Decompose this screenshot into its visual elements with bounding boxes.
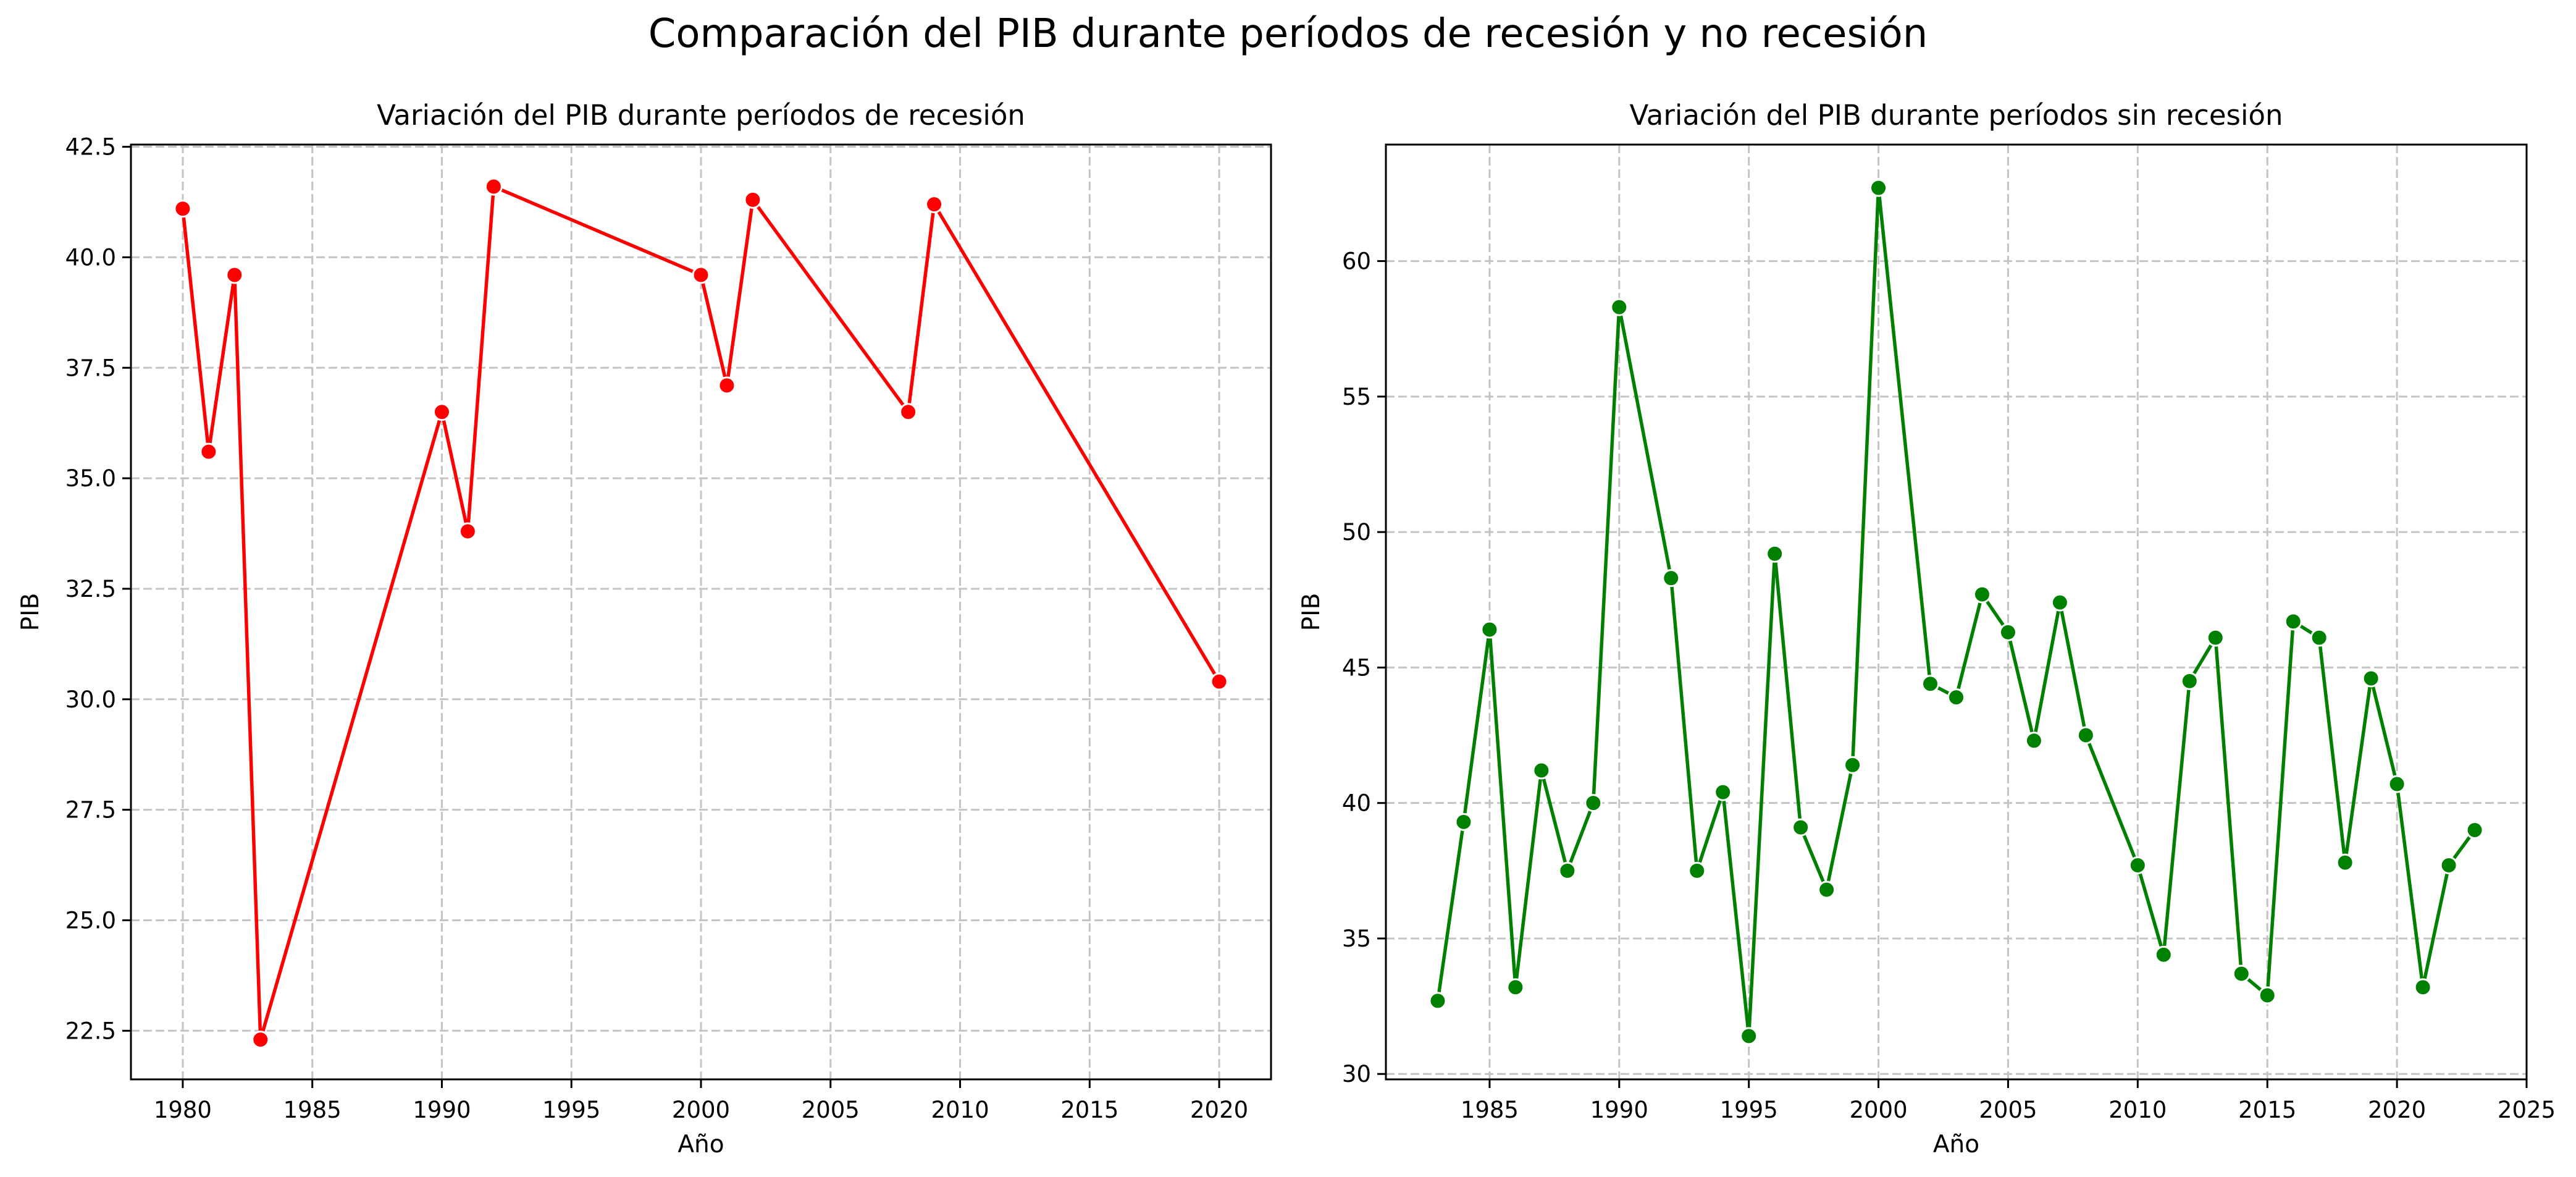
data-point	[225, 266, 244, 284]
data-point	[2465, 821, 2484, 840]
recession-chart: 1980 1985 1990 1995 2000 2005 2010 2015 2020 22.5…	[17, 99, 1272, 1158]
y-tick-label: 50	[1342, 519, 1371, 546]
data-point	[199, 442, 218, 461]
data-point	[744, 190, 762, 209]
y-tick-label: 45	[1342, 654, 1371, 681]
data-point	[1429, 992, 1447, 1010]
figure-title: Comparación del PIB durante períodos de …	[648, 11, 1928, 57]
y-tick-label: 35	[1342, 926, 1371, 952]
y-tick-label: 30	[1342, 1061, 1371, 1087]
x-tick-label: 1985	[1461, 1097, 1519, 1123]
x-tick-label: 2020	[1190, 1097, 1248, 1123]
data-point	[174, 200, 192, 218]
data-point	[2050, 593, 2069, 612]
x-tick-label: 2025	[2498, 1097, 2556, 1123]
y-tick-label: 40	[1342, 790, 1371, 817]
data-point	[1947, 688, 1965, 707]
data-point	[2362, 669, 2380, 688]
x-tick-label: 2015	[1060, 1097, 1118, 1123]
y-tick-label: 35.0	[65, 465, 116, 492]
data-point	[1480, 620, 1499, 639]
plot-frame	[1385, 143, 2528, 1081]
data-point	[2440, 856, 2458, 875]
series-line	[1436, 186, 2477, 1038]
data-point	[251, 1031, 270, 1049]
non-recession-chart: 1985 1990 1995 2000 2005 2010 2015 2020 2025 30 35…	[1298, 99, 2556, 1158]
data-point	[2024, 732, 2043, 750]
x-tick-label: 2010	[2108, 1097, 2167, 1123]
data-point	[1973, 585, 1991, 604]
x-tick-label: 2015	[2238, 1097, 2296, 1123]
data-point	[432, 403, 451, 421]
y-tick-label: 60	[1342, 248, 1371, 275]
data-point	[2258, 986, 2276, 1005]
data-point	[1558, 861, 1577, 880]
y-tick-label: 22.5	[65, 1018, 116, 1044]
data-point	[2180, 672, 2199, 690]
x-tick-label: 2000	[672, 1097, 730, 1123]
y-tick-label: 30.0	[65, 686, 116, 713]
y-tick-label: 32.5	[65, 576, 116, 602]
x-axis-label: Año	[1933, 1131, 1979, 1158]
data-point	[1792, 818, 1810, 837]
data-point	[899, 403, 918, 421]
data-point	[692, 266, 710, 284]
x-tick-label: 1980	[154, 1097, 212, 1123]
data-point	[1210, 672, 1228, 691]
data-point	[1766, 544, 1784, 563]
data-point	[1869, 179, 1888, 197]
data-point	[2076, 726, 2095, 745]
data-point	[458, 522, 477, 541]
data-point	[1844, 756, 1862, 774]
data-point	[1584, 794, 1603, 812]
y-tick-label: 55	[1342, 384, 1371, 410]
data-point	[1818, 880, 1836, 899]
y-tick-label: 37.5	[65, 355, 116, 381]
y-tick-label: 40.0	[65, 244, 116, 271]
y-tick-label: 25.0	[65, 907, 116, 934]
x-tick-label: 1995	[542, 1097, 600, 1123]
y-axis-label: PIB	[1298, 593, 1325, 631]
y-tick-label: 42.5	[65, 134, 116, 161]
data-point	[2206, 628, 2225, 647]
data-point	[1921, 675, 1940, 693]
x-tick-label: 2005	[802, 1097, 860, 1123]
x-tick-label: 2020	[2368, 1097, 2426, 1123]
data-point	[2128, 856, 2147, 875]
x-axis-label: Año	[678, 1131, 724, 1158]
data-point	[1740, 1027, 1758, 1045]
y-axis-label: PIB	[17, 593, 44, 631]
x-tick-label: 2005	[1979, 1097, 2037, 1123]
plot-frame	[130, 143, 1272, 1081]
data-point	[1506, 978, 1525, 997]
data-point	[2310, 628, 2328, 647]
data-point	[1999, 623, 2017, 641]
data-point	[2284, 612, 2302, 631]
data-point	[1714, 783, 1732, 801]
chart-title: Variación del PIB durante períodos sin r…	[1629, 99, 2283, 132]
data-point	[925, 195, 944, 214]
data-point	[2414, 978, 2432, 997]
x-tick-label: 1990	[1590, 1097, 1648, 1123]
x-tick-label: 1985	[283, 1097, 342, 1123]
data-point	[1688, 861, 1706, 880]
y-tick-label: 27.5	[65, 797, 116, 824]
x-tick-label: 2000	[1849, 1097, 1907, 1123]
data-point	[1454, 812, 1473, 831]
data-point	[2388, 775, 2406, 793]
x-tick-label: 1990	[413, 1097, 471, 1123]
chart-title: Variación del PIB durante períodos de re…	[377, 99, 1025, 132]
data-point	[1662, 569, 1680, 588]
data-point	[1532, 761, 1551, 780]
data-point	[2232, 964, 2251, 983]
data-point	[484, 177, 503, 196]
data-point	[2154, 945, 2173, 964]
data-point	[718, 376, 736, 395]
x-tick-label: 1995	[1720, 1097, 1778, 1123]
x-tick-label: 2010	[931, 1097, 989, 1123]
data-point	[2336, 853, 2354, 872]
data-point	[1610, 298, 1629, 316]
